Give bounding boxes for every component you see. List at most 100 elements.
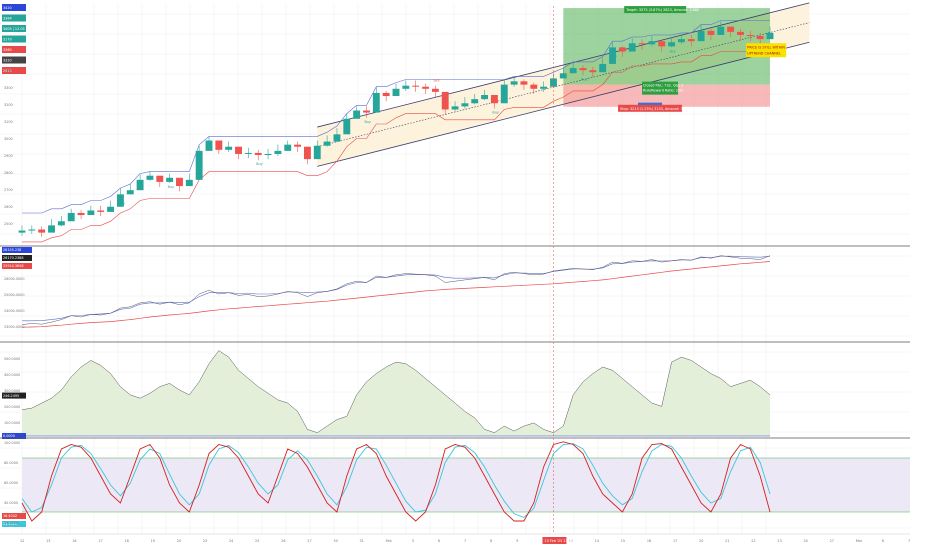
upper-band-line xyxy=(22,20,770,214)
price-pane[interactable]: Buy Buy Buy Buy Sell Buy Buy Buy Buy Target: 357… xyxy=(2,2,810,243)
buy-marker: Buy xyxy=(256,162,262,166)
price-tag-box xyxy=(2,56,26,64)
candle-body xyxy=(490,94,498,104)
candle-body xyxy=(451,106,459,110)
candle-body xyxy=(530,84,538,89)
candle-body xyxy=(569,68,577,74)
index-scale-tags: 26155.238 26170.2388 25914.3658 26000.0000 2… xyxy=(2,247,32,329)
channel-upper-line[interactable] xyxy=(317,2,810,128)
time-axis-label: 3 xyxy=(412,539,414,543)
candle-body xyxy=(461,103,469,107)
index-tag-box xyxy=(2,255,32,261)
time-axis-label: 26 xyxy=(281,539,285,543)
target-label: Target: 3573 (3.87%) 2823, Amount: 3.880 xyxy=(625,8,699,12)
candle-body xyxy=(520,81,528,85)
stochastic-d-line xyxy=(21,443,771,518)
time-axis-label: 16 xyxy=(647,539,651,543)
price-tag-box xyxy=(2,35,26,43)
channel-mid-line[interactable] xyxy=(317,22,810,148)
channel-note-line-1: PRICE IS STILL WITHIN xyxy=(747,45,785,49)
candle-body xyxy=(323,141,331,146)
time-axis-label: 8 xyxy=(490,539,492,543)
price-tag-label: 2813 xyxy=(3,69,12,73)
candle-body xyxy=(589,70,597,73)
index-level-label: 24000.0000 xyxy=(4,309,25,313)
time-axis-label: 13 xyxy=(568,539,572,543)
price-level-label: 3100 xyxy=(4,120,13,124)
candle-body xyxy=(166,177,174,182)
candle-body xyxy=(441,91,449,110)
price-level-label: 3200 xyxy=(4,103,13,107)
time-axis-label: 24 xyxy=(229,539,233,543)
candle-body xyxy=(746,34,754,37)
candle-body xyxy=(648,41,656,45)
time-axis-label: 18 xyxy=(124,539,128,543)
candle-body xyxy=(766,32,774,40)
oscillator-level-label: 400.0000 xyxy=(4,373,20,377)
buy-marker: Buy xyxy=(670,49,676,53)
price-tag-box xyxy=(2,46,26,53)
chart-grid xyxy=(0,4,910,534)
oscillator-pane[interactable]: 246.2495 0.0000 500.0000 400.0000 300.0000 20… xyxy=(2,350,771,439)
target-zone[interactable] xyxy=(563,8,770,85)
candle-body xyxy=(215,140,223,150)
candle-body xyxy=(57,221,65,226)
candle-body xyxy=(107,206,115,212)
price-level-label: 3000 xyxy=(4,137,13,141)
candle-body xyxy=(559,73,567,79)
stochastic-level-label: 40.0000 xyxy=(4,501,18,505)
channel-note-line-2: UPTREND CHANNEL xyxy=(747,51,781,55)
candle-body xyxy=(677,39,685,43)
channel-lower-line[interactable] xyxy=(317,41,810,167)
stochastic-level-label: 60.0000 xyxy=(4,481,18,485)
price-level-label: 2600 xyxy=(4,205,13,209)
time-axis-label: 6 xyxy=(438,539,440,543)
candle-body xyxy=(176,177,183,187)
stochastic-tag-label: 23.1521 xyxy=(3,522,17,526)
oscillator-level-label: 200.0000 xyxy=(4,405,20,409)
candle-body xyxy=(156,175,164,182)
time-axis-label: Feb xyxy=(386,539,392,543)
stochastic-tag-label: 16.4042 xyxy=(3,514,17,518)
price-level-label: 2800 xyxy=(4,171,13,175)
buy-marker: Buy xyxy=(581,77,587,81)
index-tag-label: 25914.3658 xyxy=(3,264,24,268)
cursor-time-box xyxy=(542,537,567,544)
price-level-label: 3400 xyxy=(4,69,13,73)
index-pane[interactable]: 26155.238 26170.2388 25914.3658 26000.0000 2… xyxy=(2,247,771,329)
stochastic-pane[interactable]: 16.4042 23.1521 100.0000 80.0000 60.0000 40.0… xyxy=(2,441,910,527)
candles: Buy Buy Buy Buy Sell Buy Buy Buy Buy xyxy=(18,21,774,237)
candle-body xyxy=(500,84,508,104)
stop-zone[interactable] xyxy=(563,84,770,107)
candle-body xyxy=(185,179,193,187)
stochastic-tag-box xyxy=(2,513,26,519)
oscillator-line xyxy=(21,350,771,433)
time-axis-label: 20 xyxy=(177,539,181,543)
oscillator-scale-tags: 246.2495 0.0000 500.0000 400.0000 300.0000 20… xyxy=(2,357,26,439)
candle-body xyxy=(402,85,410,89)
buy-marker: Buy xyxy=(168,185,174,189)
candle-body xyxy=(756,36,764,40)
time-axis-label: Mar xyxy=(856,539,863,543)
candle-body xyxy=(510,81,518,85)
price-tag-box xyxy=(2,4,26,11)
buy-marker: Buy xyxy=(364,120,370,124)
time-axis-label: 23 xyxy=(203,539,207,543)
stochastic-band xyxy=(22,458,910,512)
stochastic-scale-tags: 16.4042 23.1521 100.0000 80.0000 60.0000 40.0… xyxy=(2,441,26,527)
price-tag-box xyxy=(2,25,26,32)
price-tag-label: 3405 | 12.05 xyxy=(3,27,25,31)
candle-body xyxy=(353,110,361,119)
time-axis-label: 21 xyxy=(725,539,729,543)
candle-body xyxy=(737,31,744,35)
risk-reward-label: Risk/Reward Ratio: 2.82 xyxy=(643,89,683,93)
candle-body xyxy=(638,43,646,45)
candle-body xyxy=(38,229,46,233)
stochastic-level-label: 80.0000 xyxy=(4,461,18,465)
time-axis-label: 24 xyxy=(804,539,808,543)
oscillator-tag-label: 246.2495 xyxy=(3,394,19,398)
time-axis[interactable]: 1213161718192023242526273031Feb367891013… xyxy=(0,533,910,543)
buy-marker: Buy xyxy=(492,110,498,114)
time-axis-label: 22 xyxy=(751,539,755,543)
